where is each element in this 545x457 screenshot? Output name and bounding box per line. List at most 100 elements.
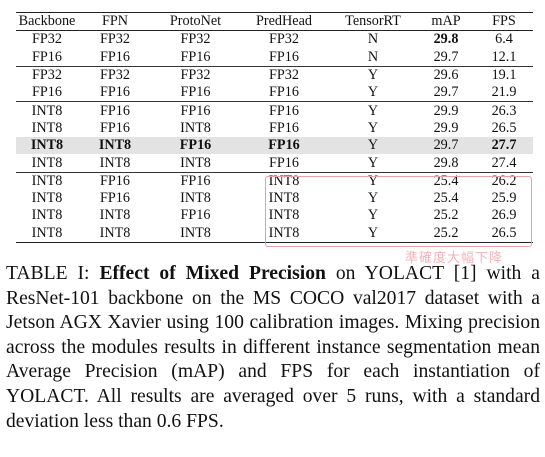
table-row: INT8 INT8 FP16 FP16 Y 29.7 27.7: [16, 137, 533, 155]
table-cell: N: [367, 48, 379, 65]
mixed-precision-table: Backbone FPN ProtoNet PredHead TensorRT …: [16, 12, 533, 243]
column-header: PredHead: [256, 13, 312, 30]
table-header-row: Backbone FPN ProtoNet PredHead TensorRT …: [16, 12, 533, 31]
table-cell: Y: [367, 154, 379, 171]
table-cell: INT8: [268, 190, 300, 207]
table-cell: FP16: [269, 84, 299, 101]
table-cell: FP32: [32, 31, 62, 48]
table-cell: INT8: [31, 119, 63, 136]
table-cell: 29.6: [417, 65, 475, 85]
table-cell: INT8: [180, 119, 211, 136]
table-cell: 12.1: [491, 48, 517, 65]
table-cell: N: [367, 31, 379, 48]
table-cell: INT8: [239, 171, 329, 190]
table-cell: FP32: [16, 65, 78, 85]
table-cell: 29.7: [433, 84, 459, 101]
table-cell: 21.9: [491, 84, 517, 101]
table-cell: Y: [329, 65, 417, 85]
table-row: FP32 FP32 FP32 FP32 Y 29.6 19.1: [16, 65, 533, 85]
table-cell: 25.9: [491, 190, 517, 207]
table-row: INT8 FP16 FP16 INT8 Y 25.4 26.2: [16, 171, 533, 190]
table-cell: FP16: [239, 137, 329, 155]
table-cell: INT8: [16, 101, 78, 120]
table-cell: FP32: [269, 31, 299, 48]
table-cell: FP16: [32, 84, 62, 101]
table-cell: FP16: [269, 48, 299, 65]
table-row: FP32 FP32 FP32 FP32 N 29.8 6.4: [16, 31, 533, 49]
table-row: FP16 FP16 FP16 FP16 N 29.7 12.1: [16, 49, 533, 67]
table-cell: Y: [367, 84, 379, 101]
column-header: Backbone: [18, 13, 76, 30]
table-cell: 29.8: [433, 154, 459, 171]
table-cell: FP16: [100, 48, 130, 65]
table-cell: 29.9: [433, 119, 459, 136]
table-cell: INT8: [78, 137, 152, 155]
table-cell: 29.7: [417, 137, 475, 155]
caption-text: on YOLACT [1] with a ResNet-101 backbone…: [6, 263, 540, 432]
caption-label: TABLE I:: [6, 263, 100, 284]
table-cell: Y: [367, 190, 379, 207]
table-cell: 29.9: [417, 101, 475, 120]
table-cell: 25.2: [433, 207, 459, 224]
table-cell: 26.5: [491, 119, 517, 136]
table-cell: FP16: [269, 154, 299, 171]
table-row: INT8 FP16 INT8 INT8 Y 25.4 25.9: [16, 190, 533, 207]
table-cell: 6.4: [495, 31, 513, 48]
table-body: FP32 FP32 FP32 FP32 N 29.8 6.4 FP16 FP16 FP16 FP16…: [16, 31, 533, 243]
table-cell: 25.2: [417, 224, 475, 243]
table-cell: INT8: [78, 224, 152, 243]
table-cell: INT8: [31, 207, 63, 224]
table-cell: INT8: [16, 137, 78, 155]
table-cell: 29.7: [433, 48, 459, 65]
table-cell: FP32: [239, 65, 329, 85]
table-row: INT8 INT8 INT8 INT8 Y 25.2 26.5: [16, 224, 533, 243]
table-cell: 26.2: [475, 171, 533, 190]
column-header: mAP: [431, 13, 461, 30]
table-cell: FP32: [180, 31, 211, 48]
table-cell: FP16: [180, 207, 211, 224]
table-cell: 19.1: [475, 65, 533, 85]
column-header: FPN: [101, 13, 129, 30]
table-cell: FP16: [152, 137, 239, 155]
table-cell: FP16: [78, 171, 152, 190]
accuracy-drop-annotation: 準確度大幅下降: [405, 251, 504, 266]
table-cell: Y: [329, 101, 417, 120]
table-cell: FP32: [152, 65, 239, 85]
table-cell: 26.5: [475, 224, 533, 243]
table-cell: FP16: [180, 84, 211, 101]
table-cell: 26.9: [491, 207, 517, 224]
table-cell: INT8: [99, 207, 131, 224]
column-header: TensorRT: [345, 13, 401, 30]
table-cell: FP16: [152, 171, 239, 190]
table-cell: INT8: [239, 224, 329, 243]
table-caption: TABLE I: Effect of Mixed Precision on YO…: [6, 262, 540, 434]
table-cell: FP32: [100, 31, 130, 48]
table-cell: 29.8: [433, 31, 459, 48]
table-cell: FP16: [152, 101, 239, 120]
table-cell: Y: [367, 207, 379, 224]
table-cell: INT8: [180, 154, 211, 171]
table-cell: FP16: [100, 84, 130, 101]
table-cell: 27.7: [475, 137, 533, 155]
table-cell: 27.4: [491, 154, 517, 171]
table-row: FP16 FP16 FP16 FP16 Y 29.7 21.9: [16, 84, 533, 102]
table-cell: Y: [367, 119, 379, 136]
table-cell: INT8: [268, 207, 300, 224]
table-cell: FP16: [32, 48, 62, 65]
table-cell: INT8: [31, 154, 63, 171]
table-row: INT8 FP16 FP16 FP16 Y 29.9 26.3: [16, 101, 533, 120]
column-header: ProtoNet: [169, 13, 222, 30]
table-cell: Y: [329, 171, 417, 190]
table-cell: Y: [329, 137, 417, 155]
table-cell: Y: [329, 224, 417, 243]
table-cell: 26.3: [475, 101, 533, 120]
table-cell: INT8: [16, 224, 78, 243]
caption-title: Effect of Mixed Precision: [99, 263, 326, 284]
column-header: FPS: [492, 13, 516, 30]
results-table-container: Backbone FPN ProtoNet PredHead TensorRT …: [16, 12, 533, 243]
table-cell: FP16: [100, 190, 130, 207]
table-cell: INT8: [31, 190, 63, 207]
table-cell: FP16: [78, 101, 152, 120]
table-cell: INT8: [99, 154, 131, 171]
table-cell: FP16: [100, 119, 130, 136]
